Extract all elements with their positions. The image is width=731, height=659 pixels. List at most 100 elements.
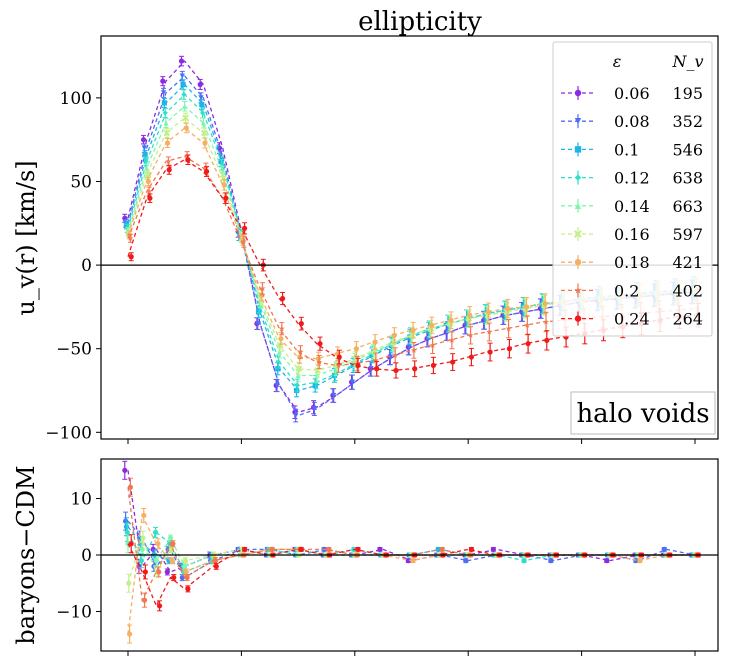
data-point <box>293 387 300 394</box>
data-point <box>317 341 323 347</box>
data-point <box>138 558 144 564</box>
series-line <box>127 536 695 584</box>
data-point <box>524 322 531 328</box>
y-tick-label: −50 <box>56 340 92 360</box>
data-point <box>467 312 473 318</box>
data-point <box>544 337 550 343</box>
legend-count: 402 <box>672 281 703 300</box>
data-point <box>439 546 445 552</box>
top-ylabel-text: u_v(r) [km/s] <box>12 160 40 315</box>
data-point <box>297 348 304 355</box>
y-tick-label: 0 <box>81 546 92 566</box>
legend-count: 638 <box>672 169 703 188</box>
data-point <box>637 558 643 564</box>
legend-items: 0.06 195 0.08 352 0.1 546 0.12 638 0.14 663 0.16 59… <box>561 84 703 329</box>
data-point <box>371 347 378 354</box>
data-point <box>152 529 159 536</box>
data-point <box>160 78 166 84</box>
legend-label: 0.2 <box>614 281 639 300</box>
data-point <box>240 238 247 245</box>
data-point <box>377 546 383 552</box>
data-point <box>412 366 418 372</box>
data-point <box>255 309 262 315</box>
top-ylabel: u_v(r) [km/s] <box>12 160 40 315</box>
data-point <box>311 406 318 412</box>
data-point <box>274 382 280 389</box>
legend-marker <box>574 230 582 238</box>
legend-label: 0.08 <box>614 112 650 131</box>
legend-item: 0.16 597 <box>561 225 703 244</box>
data-point <box>200 129 208 137</box>
data-point <box>142 152 148 158</box>
data-point <box>197 81 203 88</box>
data-point <box>408 332 416 339</box>
data-point <box>275 359 282 365</box>
data-point <box>182 558 189 564</box>
bottom-x-ticks <box>127 651 696 656</box>
legend-item: 0.14 663 <box>561 197 703 216</box>
data-point <box>542 300 548 307</box>
data-point <box>353 346 359 352</box>
data-point <box>200 120 207 126</box>
series-0.12 <box>124 522 697 576</box>
data-point <box>170 541 176 547</box>
data-point <box>490 546 496 552</box>
data-point <box>297 354 303 360</box>
data-point <box>200 110 206 116</box>
data-point <box>505 305 511 312</box>
data-point <box>127 235 134 241</box>
legend-marker <box>574 259 582 266</box>
data-point <box>161 100 167 106</box>
legend-marker <box>574 146 582 153</box>
data-point <box>525 341 531 347</box>
data-point <box>406 344 412 350</box>
data-point <box>390 338 397 346</box>
data-point <box>202 140 208 146</box>
data-point <box>467 332 474 338</box>
top-plot-frame <box>100 35 719 440</box>
data-point <box>335 362 342 368</box>
data-point <box>521 558 527 564</box>
data-point <box>122 215 128 221</box>
data-point <box>255 321 261 327</box>
data-point <box>485 309 492 315</box>
chart-title: ellipticity <box>358 7 482 37</box>
bottom-ylabel: baryons−CDM <box>12 465 40 644</box>
data-point <box>141 597 148 603</box>
data-point <box>463 558 469 564</box>
data-point <box>448 337 455 343</box>
series-line <box>127 487 695 603</box>
data-point <box>293 412 299 419</box>
data-point <box>523 304 530 310</box>
data-point <box>487 349 493 355</box>
data-point <box>430 362 437 369</box>
series-line <box>127 513 695 635</box>
data-point <box>316 359 323 365</box>
data-point <box>179 73 185 79</box>
data-point <box>278 325 285 332</box>
data-point <box>604 558 610 564</box>
legend-count: 421 <box>672 253 703 272</box>
data-point <box>429 322 435 328</box>
legend-label: 0.24 <box>614 310 650 329</box>
legend-label: 0.1 <box>614 140 639 159</box>
data-point <box>223 195 229 201</box>
data-point <box>160 90 167 96</box>
data-point <box>126 580 132 586</box>
data-point <box>275 366 281 372</box>
data-point <box>163 129 171 137</box>
y-tick-label: 100 <box>60 89 92 109</box>
legend-marker <box>574 286 582 294</box>
data-point <box>410 327 416 333</box>
legend-label: 0.16 <box>614 225 650 244</box>
data-point <box>276 342 284 349</box>
data-point <box>198 95 204 101</box>
data-point <box>182 563 188 569</box>
data-point <box>294 382 300 389</box>
data-point <box>140 535 146 541</box>
bottom-ylabel-text: baryons−CDM <box>12 465 40 644</box>
data-point <box>661 546 667 552</box>
data-point <box>182 114 189 122</box>
data-point <box>153 558 159 564</box>
legend-label: 0.14 <box>614 197 650 216</box>
